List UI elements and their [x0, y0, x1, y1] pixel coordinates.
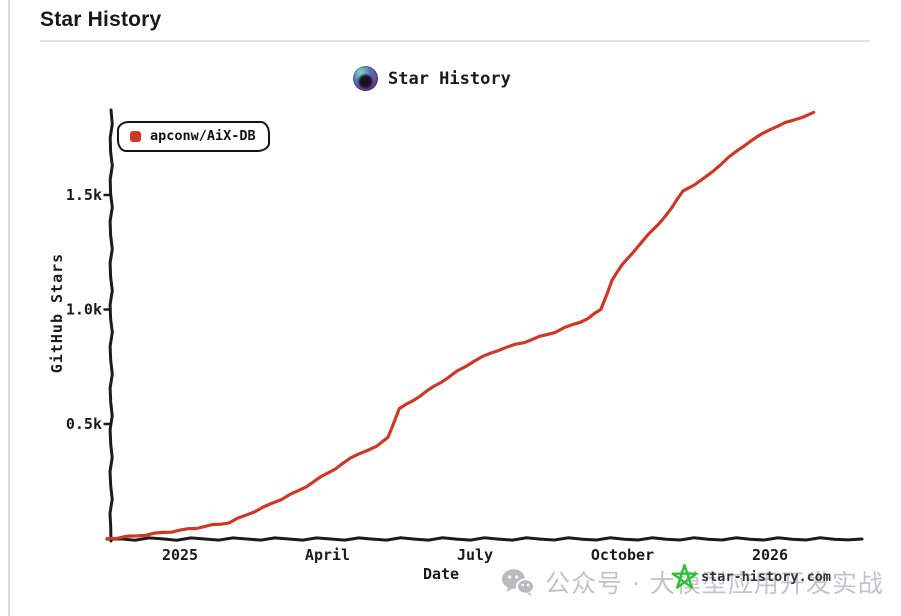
- legend-marker-icon: [130, 130, 141, 142]
- wechat-watermark-text: 公众号 · 大模型应用开发实战: [545, 569, 884, 598]
- chart-title-text: Star History: [388, 68, 511, 89]
- star-history-watermark-text: star-history.com: [701, 569, 832, 585]
- x-tick-label: July: [457, 546, 493, 564]
- y-axis-line: [108, 108, 114, 543]
- y-axis-title: GitHub Stars: [48, 253, 66, 373]
- wechat-icon: [502, 568, 535, 596]
- page-title: Star History: [40, 8, 162, 31]
- page-left-border: [8, 0, 10, 616]
- star-history-avatar-icon: [353, 66, 378, 91]
- star-icon: [671, 564, 698, 589]
- x-tick-label: October: [591, 546, 654, 564]
- x-tick-label: 2025: [162, 546, 198, 564]
- header-divider: [40, 40, 870, 42]
- wechat-watermark: 公众号 · 大模型应用开发实战: [501, 564, 884, 600]
- x-axis-title: Date: [423, 565, 459, 583]
- legend-label: apconw/AiX-DB: [150, 128, 256, 144]
- y-tick-label: 0.5k: [66, 415, 102, 433]
- y-tick-label: 1.0k: [66, 301, 102, 319]
- x-tick-label: April: [305, 546, 350, 564]
- series-line: [105, 110, 816, 541]
- star-history-watermark: star-history.com: [671, 564, 831, 590]
- y-tick-label: 1.5k: [66, 186, 102, 204]
- legend: apconw/AiX-DB: [117, 121, 270, 152]
- chart-title: Star History: [353, 66, 511, 91]
- x-axis-line: [105, 536, 864, 542]
- x-tick-label: 2026: [752, 546, 788, 564]
